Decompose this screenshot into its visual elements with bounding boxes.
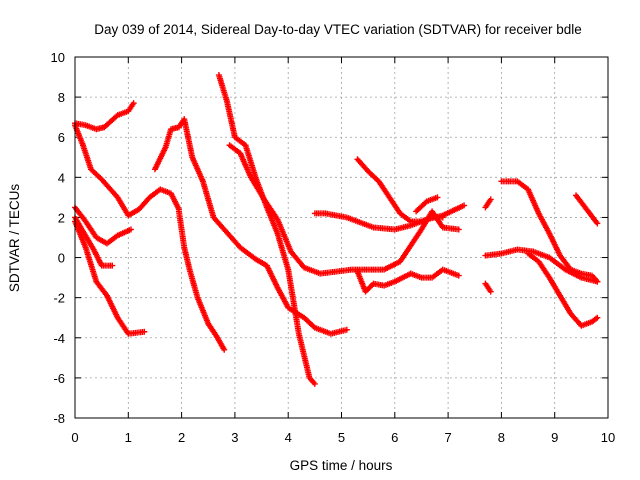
data-point [127,226,134,233]
series-track-15 [482,196,494,211]
data-point [109,262,116,269]
data-point [594,314,601,321]
grid-lines [75,57,608,418]
series-track-16 [482,280,494,295]
data-point [455,226,462,233]
plot-frame [74,56,609,419]
series-track-19 [525,250,601,329]
series-track-8 [215,72,318,387]
y-tick-label: -6 [53,371,65,386]
series-track-1 [72,100,137,133]
y-tick-label: 8 [58,90,65,105]
y-tick-label: 6 [58,130,65,145]
series-track-7 [175,208,228,353]
y-tick-label: 2 [58,210,65,225]
y-tick-label: -8 [53,411,65,426]
x-tick-label: 1 [125,430,132,445]
data-point [594,278,601,285]
x-tick-label: 10 [601,430,615,445]
series-track-18 [498,178,601,285]
y-tick-label: -4 [53,331,65,346]
y-axis-label: SDTVAR / TECUs [7,184,22,293]
series-track-4 [72,214,116,269]
data-point [130,100,137,107]
series-track-12 [407,266,462,281]
x-tick-label: 9 [551,430,558,445]
x-tick-label: 0 [71,430,78,445]
x-tick-label: 5 [338,430,345,445]
x-tick-label: 3 [231,430,238,445]
y-tick-label: 4 [58,170,65,185]
x-tick-label: 2 [178,430,185,445]
axis-ticks: 0 1 2 3 4 5 6 7 8 9 10 -8 -6 -4 -2 0 2 4 6 8 10 [51,50,616,445]
series-track-13 [354,156,446,225]
data-point [141,328,148,335]
series-track-9 [226,142,462,277]
y-tick-label: 0 [58,251,65,266]
data-point [311,380,318,387]
x-tick-label: 7 [444,430,451,445]
x-tick-label: 4 [285,430,292,445]
data-points [72,72,601,387]
data-point [487,196,494,203]
data-point [461,202,468,209]
x-tick-label: 6 [391,430,398,445]
data-point [487,288,494,295]
series-track-17 [482,246,601,285]
data-point [434,194,441,201]
y-tick-label: 10 [51,50,65,65]
data-point [594,220,601,227]
y-tick-label: -2 [53,291,65,306]
series-track-5 [72,218,148,337]
x-axis-label: GPS time / hours [290,458,393,473]
data-point [343,326,350,333]
series-track-20 [573,192,601,227]
series-track-3 [72,204,134,247]
series-track-14 [413,194,441,215]
data-point [439,214,446,221]
x-tick-label: 8 [498,430,505,445]
series-track-2 [72,122,182,219]
series-track-6 [151,116,350,337]
data-point [455,272,462,279]
series-track-11 [354,268,414,295]
data-point [221,346,228,353]
chart-title: Day 039 of 2014, Sidereal Day-to-day VTE… [94,22,581,37]
